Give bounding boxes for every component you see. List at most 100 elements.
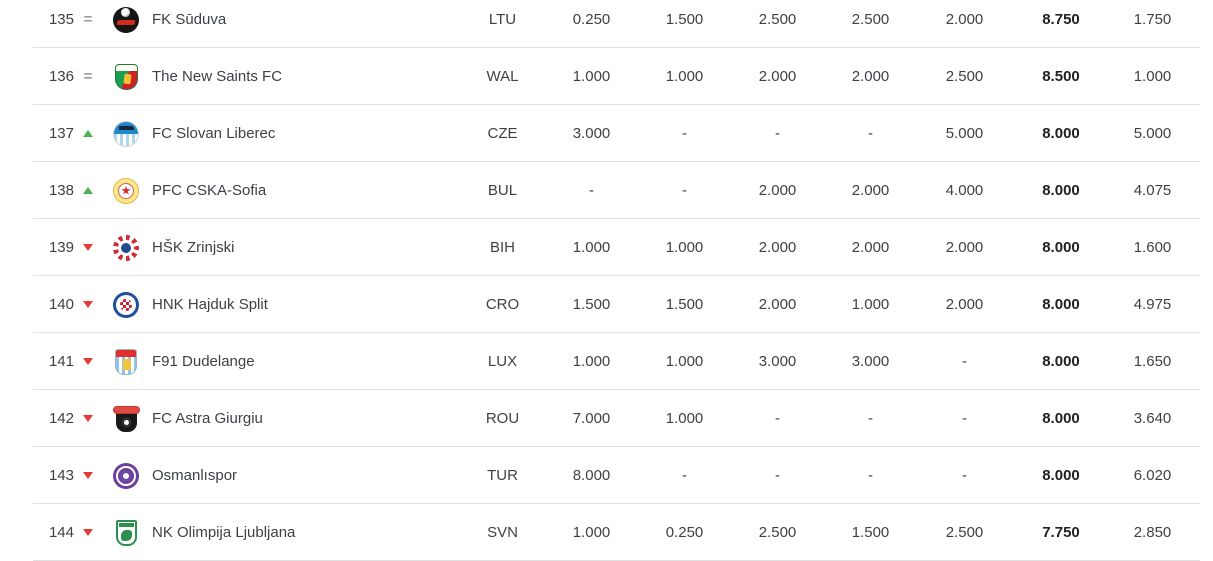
season-value-5: 4.000: [945, 182, 984, 199]
country-part-value: 1.000: [1133, 68, 1172, 85]
club-crest-icon: [113, 120, 139, 147]
club-name[interactable]: FK Sūduva: [152, 11, 227, 28]
season-value-1: 8.000: [572, 467, 611, 484]
table-row[interactable]: 139 HŠK Zrinjski BIH 1.000 1.000 2.000 2…: [0, 219, 1213, 276]
season-value-3: -: [775, 125, 780, 142]
table-row[interactable]: 138 PFC CSKA-Sofia BUL - - 2.000 2.000 4…: [0, 162, 1213, 219]
equal-icon: [84, 12, 93, 27]
season-value-1: 1.000: [572, 68, 611, 85]
country-part-value: 1.750: [1133, 11, 1172, 28]
total-coefficient: 7.750: [1042, 524, 1080, 541]
table-row[interactable]: 135 FK Sūduva LTU 0.250 1.500 2.500 2.50…: [0, 0, 1213, 48]
country-part-value: 1.650: [1133, 353, 1172, 370]
total-coefficient: 8.000: [1042, 125, 1080, 142]
season-value-4: 3.000: [851, 353, 890, 370]
season-value-4: 1.500: [851, 524, 890, 541]
country-code: WAL: [486, 68, 519, 85]
table-row[interactable]: 137 FC Slovan Liberec CZE 3.000 - - - 5.…: [0, 105, 1213, 162]
table-row[interactable]: 142 FC Astra Giurgiu ROU 7.000 1.000 - -…: [0, 390, 1213, 447]
rank-number: 142: [48, 410, 74, 427]
rank-number: 137: [48, 125, 74, 142]
up-arrow-icon: [83, 187, 93, 194]
equal-icon: [84, 69, 93, 84]
country-part-value: 5.000: [1133, 125, 1172, 142]
table-row[interactable]: 143 Osmanlıspor TUR 8.000 - - - - 8.000 …: [0, 447, 1213, 504]
down-arrow-icon: [83, 358, 93, 365]
club-name[interactable]: FC Slovan Liberec: [152, 125, 276, 142]
season-value-4: 2.000: [851, 68, 890, 85]
season-value-5: 2.000: [945, 296, 984, 313]
club-crest-icon: [114, 63, 138, 90]
table-row[interactable]: 140 HNK Hajduk Split CRO 1.500 1.500 2.0…: [0, 276, 1213, 333]
total-coefficient: 8.000: [1042, 410, 1080, 427]
club-name[interactable]: NK Olimpija Ljubljana: [152, 524, 296, 541]
down-arrow-icon: [83, 472, 93, 479]
country-part-value: 6.020: [1133, 467, 1172, 484]
season-value-2: 1.000: [665, 68, 704, 85]
season-value-5: -: [962, 353, 967, 370]
country-part-value: 3.640: [1133, 410, 1172, 427]
season-value-2: -: [682, 467, 687, 484]
season-value-3: 2.500: [758, 524, 797, 541]
season-value-5: 2.000: [945, 11, 984, 28]
club-crest-icon: [113, 291, 139, 318]
season-value-1: 3.000: [572, 125, 611, 142]
club-crest-icon: [113, 462, 139, 489]
club-crest-icon: [113, 6, 139, 33]
country-code: LUX: [487, 353, 518, 370]
club-name[interactable]: HNK Hajduk Split: [152, 296, 268, 313]
club-name[interactable]: F91 Dudelange: [152, 353, 255, 370]
season-value-1: 0.250: [572, 11, 611, 28]
season-value-3: 2.000: [758, 296, 797, 313]
season-value-2: 1.000: [665, 239, 704, 256]
club-crest-icon: [113, 234, 139, 261]
season-value-1: 1.000: [572, 524, 611, 541]
total-coefficient: 8.000: [1042, 182, 1080, 199]
season-value-1: 1.000: [572, 353, 611, 370]
season-value-3: -: [775, 467, 780, 484]
season-value-1: 1.000: [572, 239, 611, 256]
season-value-4: -: [868, 125, 873, 142]
club-name[interactable]: Osmanlıspor: [152, 467, 238, 484]
season-value-3: 2.000: [758, 68, 797, 85]
country-code: SVN: [487, 524, 518, 541]
club-name[interactable]: The New Saints FC: [152, 68, 283, 85]
country-code: CRO: [485, 296, 520, 313]
season-value-3: -: [775, 410, 780, 427]
country-code: BIH: [489, 239, 515, 256]
season-value-2: 1.000: [665, 410, 704, 427]
season-value-5: -: [962, 467, 967, 484]
season-value-2: 1.500: [665, 296, 704, 313]
down-arrow-icon: [83, 301, 93, 308]
club-name[interactable]: HŠK Zrinjski: [152, 239, 235, 256]
season-value-2: -: [682, 125, 687, 142]
season-value-4: 2.000: [851, 182, 890, 199]
season-value-3: 2.000: [758, 182, 797, 199]
rank-number: 141: [48, 353, 74, 370]
country-code: TUR: [487, 467, 518, 484]
club-crest-icon: [115, 348, 137, 375]
rank-number: 139: [48, 239, 74, 256]
down-arrow-icon: [83, 415, 93, 422]
club-crest-icon: [112, 405, 140, 432]
season-value-2: 1.000: [665, 353, 704, 370]
rank-number: 140: [48, 296, 74, 313]
club-name[interactable]: PFC CSKA-Sofia: [152, 182, 267, 199]
table-row[interactable]: 144 NK Olimpija Ljubljana SVN 1.000 0.25…: [0, 504, 1213, 561]
table-row[interactable]: 136 The New Saints FC WAL 1.000 1.000 2.…: [0, 48, 1213, 105]
rank-number: 138: [48, 182, 74, 199]
total-coefficient: 8.000: [1042, 296, 1080, 313]
table-row[interactable]: 141 F91 Dudelange LUX 1.000 1.000 3.000 …: [0, 333, 1213, 390]
country-code: LTU: [488, 11, 517, 28]
rank-number: 135: [48, 11, 74, 28]
up-arrow-icon: [83, 130, 93, 137]
season-value-2: -: [682, 182, 687, 199]
season-value-5: 5.000: [945, 125, 984, 142]
rank-number: 144: [48, 524, 74, 541]
country-part-value: 4.075: [1133, 182, 1172, 199]
season-value-5: -: [962, 410, 967, 427]
season-value-5: 2.000: [945, 239, 984, 256]
club-name[interactable]: FC Astra Giurgiu: [152, 410, 263, 427]
total-coefficient: 8.500: [1042, 68, 1080, 85]
